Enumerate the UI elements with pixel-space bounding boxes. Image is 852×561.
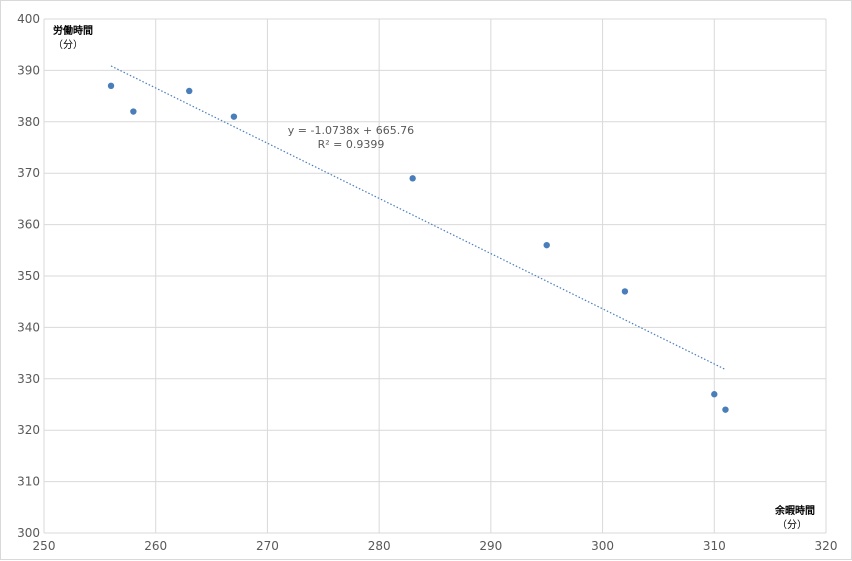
- data-point: [186, 87, 193, 95]
- x-axis-title: 余暇時間: [774, 504, 815, 517]
- grid-lines: [43, 18, 827, 534]
- data-point: [409, 175, 416, 182]
- x-tick-label: 310: [703, 539, 726, 553]
- y-tick-label: 330: [17, 372, 40, 386]
- y-tick-label: 320: [17, 423, 40, 437]
- x-tick-label: 270: [256, 539, 279, 553]
- data-point: [230, 113, 238, 120]
- data-points: [107, 82, 729, 413]
- trendline-r-squared: R² = 0.9399: [318, 138, 385, 151]
- data-point: [107, 82, 115, 90]
- x-tick-label: 320: [815, 539, 838, 553]
- y-axis-unit: （分）: [53, 39, 83, 51]
- trendline-layer: [110, 65, 726, 371]
- y-tick-label: 370: [17, 166, 40, 180]
- linear-trendline: [110, 65, 726, 371]
- y-tick-label: 360: [17, 218, 40, 232]
- y-tick-label: 400: [17, 12, 40, 26]
- y-tick-label: 310: [17, 475, 40, 489]
- x-tick-label: 290: [479, 539, 502, 553]
- tick-labels: 250 260 270 280 290 300 310 320 300 310 320 330 340 3…: [17, 12, 837, 553]
- data-point: [722, 406, 729, 413]
- y-tick-label: 340: [17, 320, 40, 334]
- x-tick-label: 280: [368, 539, 391, 553]
- data-point: [711, 391, 718, 398]
- y-tick-label: 350: [17, 269, 40, 283]
- y-tick-label: 300: [17, 526, 40, 540]
- y-tick-label: 390: [17, 63, 40, 77]
- data-point: [621, 288, 629, 295]
- y-tick-label: 380: [17, 115, 40, 129]
- data-point: [130, 108, 137, 115]
- x-tick-label: 250: [33, 539, 56, 553]
- x-tick-label: 300: [591, 539, 614, 553]
- data-point: [543, 241, 550, 249]
- trendline-equation: y = -1.0738x + 665.76: [288, 124, 414, 137]
- y-axis-title: 労働時間: [53, 24, 93, 37]
- x-axis-unit: （分）: [777, 519, 807, 531]
- x-tick-label: 260: [144, 539, 167, 553]
